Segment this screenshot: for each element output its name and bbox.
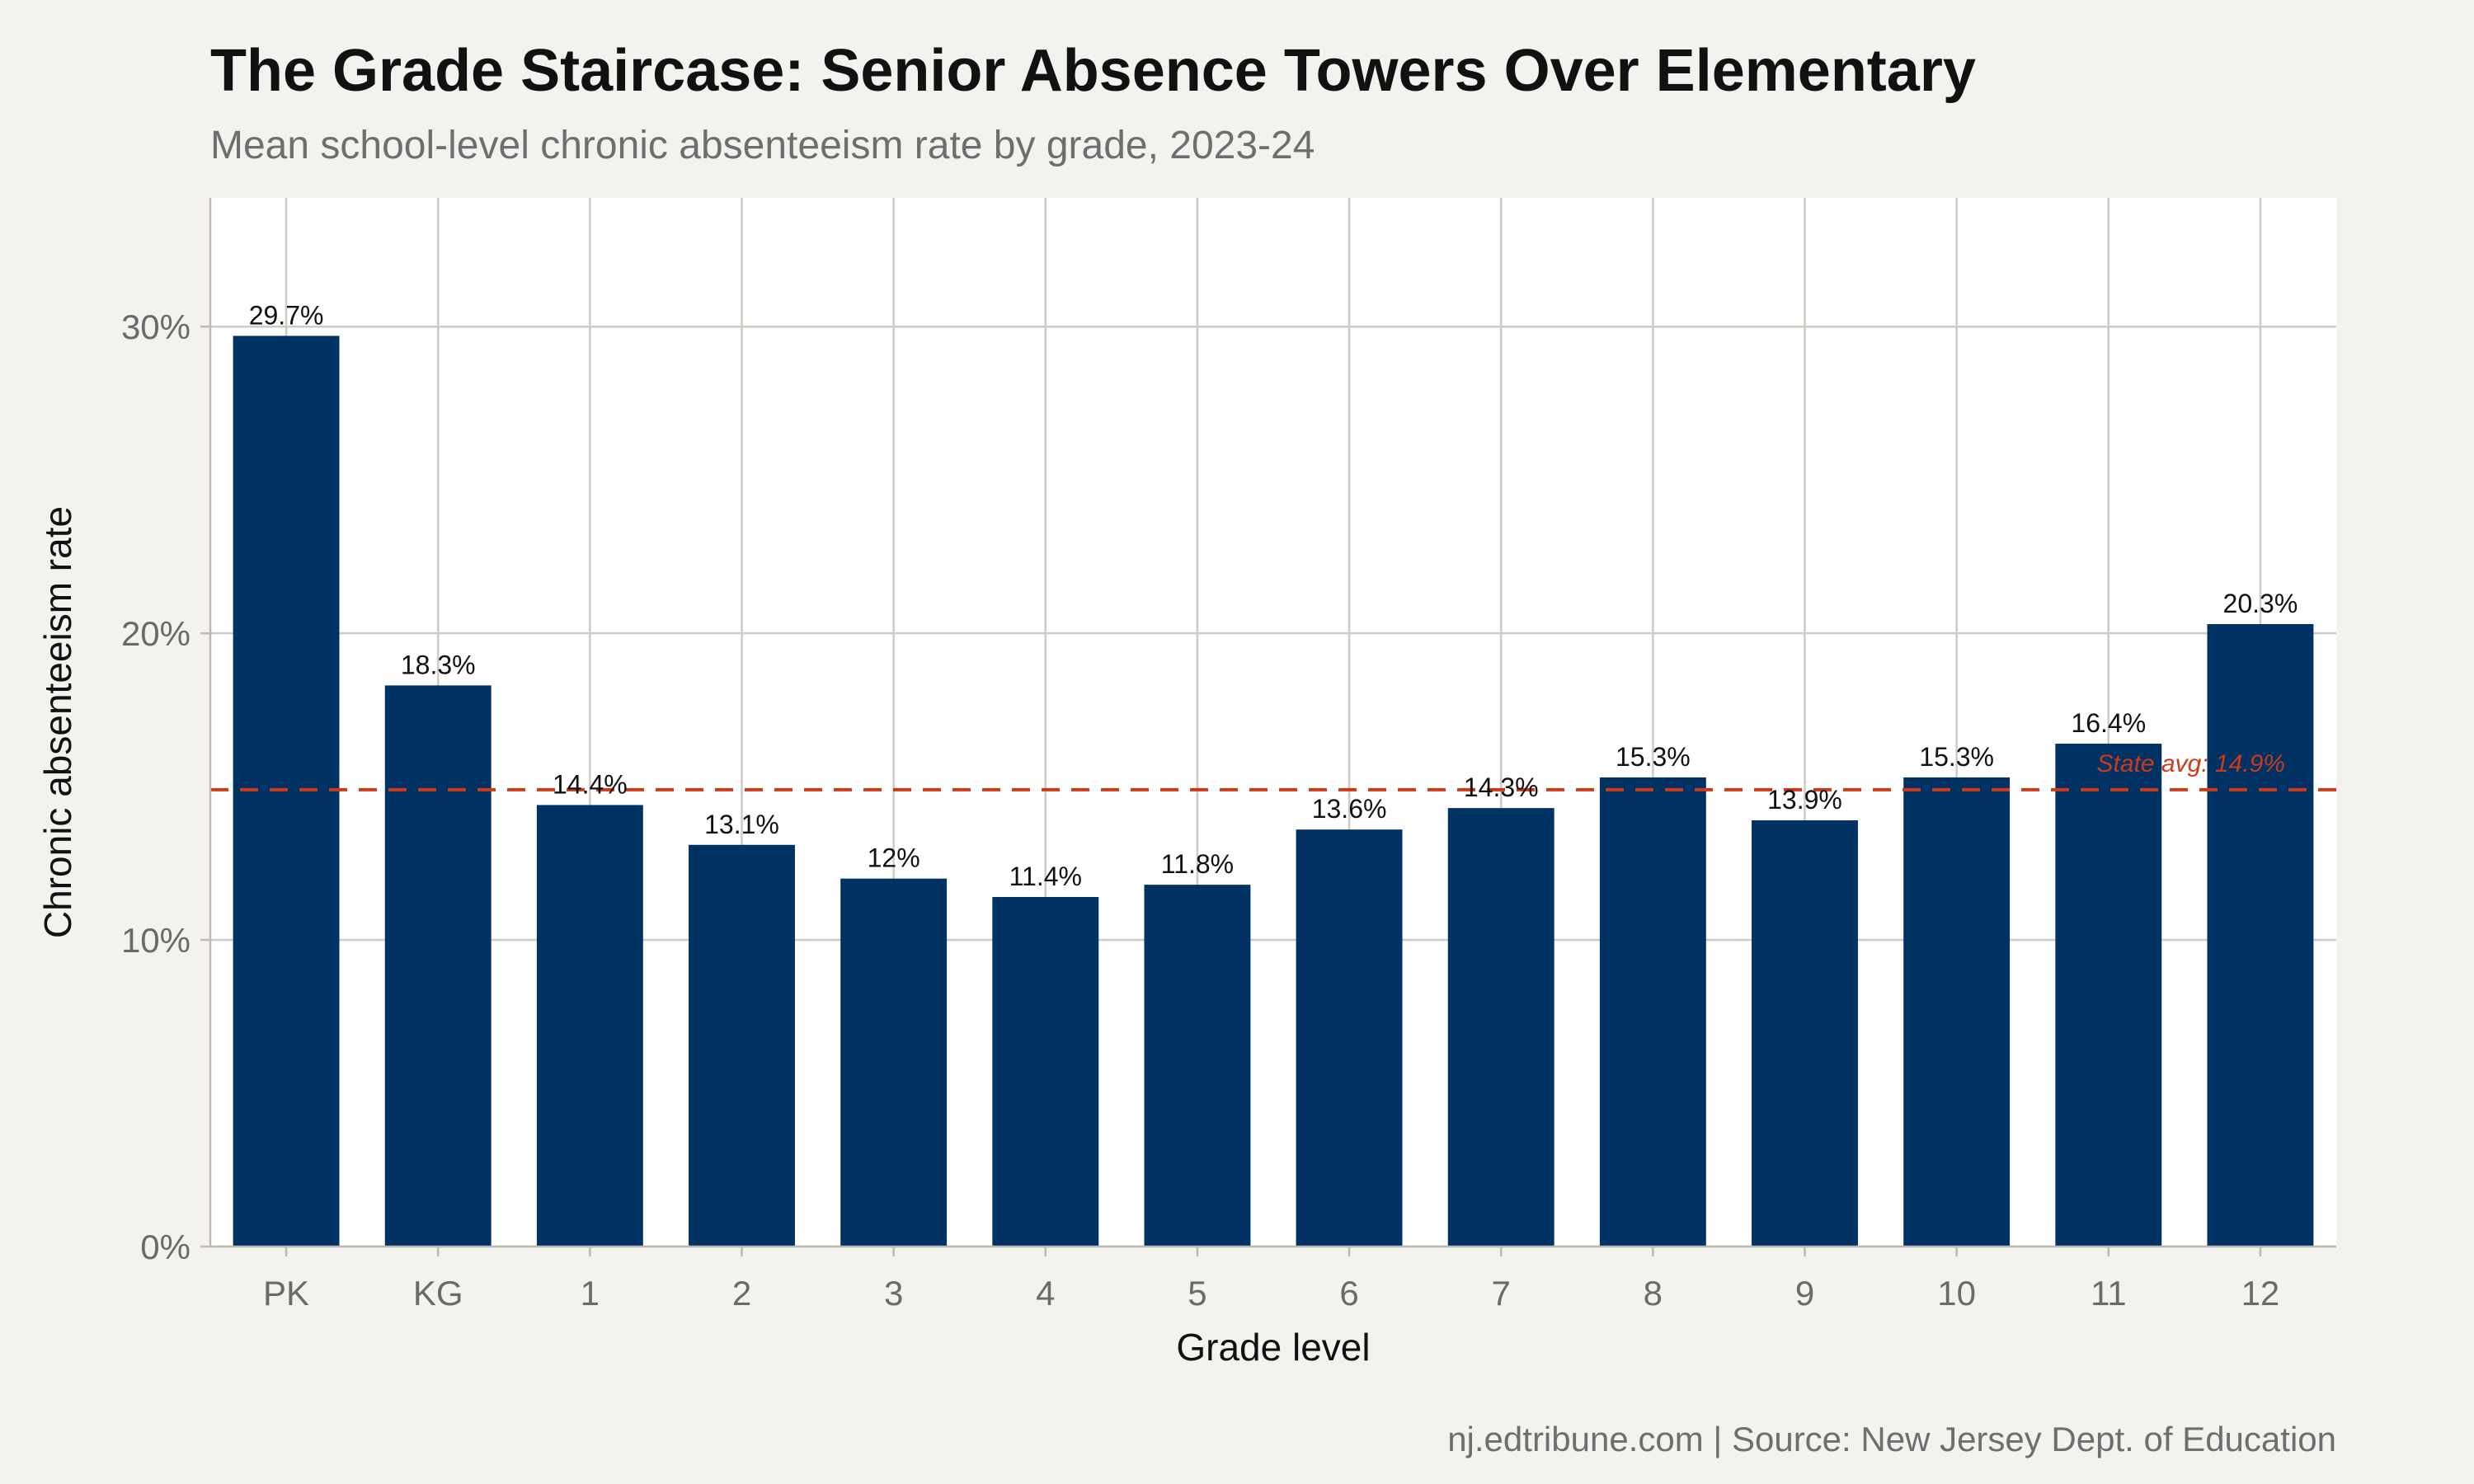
value-label-pk: 29.7%: [249, 300, 324, 330]
x-tick-label: 1: [581, 1274, 600, 1313]
x-tick-label: 11: [2091, 1274, 2127, 1313]
y-tick-label: 20%: [121, 614, 190, 653]
axes: 0%10%20%30%PK KG 1 2 3 4 5 6 7 8 9 10 11 12: [121, 198, 2336, 1313]
y-tick-label: 30%: [121, 308, 190, 346]
value-label-4: 11.4%: [1009, 862, 1082, 891]
value-label-9: 13.9%: [1767, 785, 1842, 815]
x-tick-label: 10: [1937, 1274, 1976, 1313]
bar-4: [992, 897, 1099, 1247]
value-label-10: 15.3%: [1919, 742, 1994, 772]
state-average-label: State avg: 14.9%: [2097, 750, 2286, 777]
value-label-7: 14.3%: [1464, 773, 1539, 802]
value-label-1: 14.4%: [553, 769, 628, 799]
value-label-5: 11.8%: [1161, 849, 1234, 879]
bar-7: [1447, 808, 1554, 1247]
y-tick-label: 0%: [140, 1228, 190, 1266]
bar-11: [2055, 744, 2162, 1247]
bar-6: [1296, 829, 1403, 1247]
x-tick-label: 9: [1795, 1274, 1814, 1313]
bar-kg: [384, 685, 492, 1247]
value-label-12: 20.3%: [2223, 589, 2298, 618]
x-axis-title: Grade level: [1176, 1326, 1370, 1369]
value-label-2: 13.1%: [704, 810, 779, 839]
chart-title: The Grade Staircase: Senior Absence Towe…: [210, 38, 1976, 104]
chart-subtitle: Mean school-level chronic absenteeism ra…: [210, 124, 1315, 167]
y-axis-title: Chronic absenteeism rate: [36, 506, 79, 938]
x-tick-label: 4: [1036, 1274, 1055, 1313]
value-label-3: 12%: [868, 843, 920, 873]
bar-12: [2207, 623, 2314, 1247]
bar-5: [1144, 885, 1251, 1247]
x-tick-label: 12: [2241, 1274, 2280, 1313]
x-tick-label: 7: [1492, 1274, 1511, 1313]
bars: [233, 336, 2314, 1247]
x-tick-label: 5: [1188, 1274, 1206, 1313]
x-tick-label: 8: [1644, 1274, 1663, 1313]
bar-9: [1752, 820, 1858, 1247]
bar-8: [1599, 777, 1706, 1247]
value-label-11: 16.4%: [2071, 708, 2146, 738]
x-tick-label: 3: [884, 1274, 903, 1313]
bar-1: [536, 805, 643, 1247]
bar-10: [1903, 777, 2011, 1247]
value-label-8: 15.3%: [1616, 742, 1691, 772]
data-labels: 29.7% 18.3% 14.4% 13.1% 12% 11.4% 11.8% 13.6% 14…: [249, 300, 2298, 891]
bar-2: [689, 844, 795, 1247]
x-tick-label: KG: [413, 1274, 463, 1313]
plot-panel: [210, 198, 2336, 1247]
x-tick-label: PK: [263, 1274, 309, 1313]
bar-3: [840, 878, 948, 1247]
x-tick-label: 2: [732, 1274, 751, 1313]
chart-caption: nj.edtribune.com | Source: New Jersey De…: [1447, 1420, 2336, 1458]
y-tick-label: 10%: [121, 921, 190, 960]
value-label-kg: 18.3%: [401, 650, 476, 679]
x-tick-label: 6: [1339, 1274, 1358, 1313]
value-label-6: 13.6%: [1312, 794, 1387, 824]
